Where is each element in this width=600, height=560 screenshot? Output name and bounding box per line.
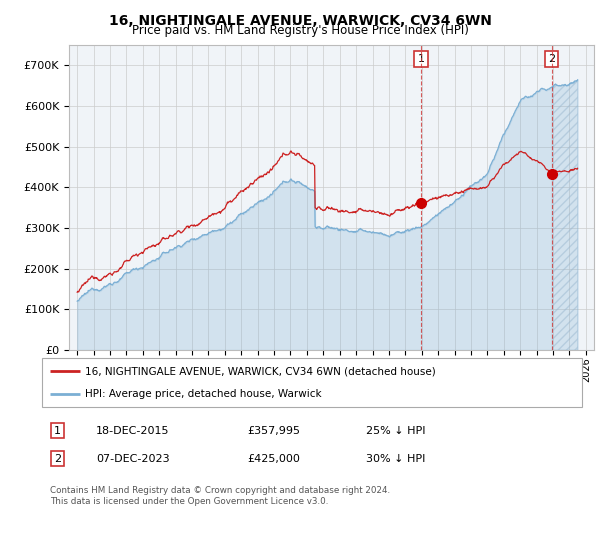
Text: 1: 1 xyxy=(418,54,425,64)
Text: 16, NIGHTINGALE AVENUE, WARWICK, CV34 6WN: 16, NIGHTINGALE AVENUE, WARWICK, CV34 6W… xyxy=(109,14,491,28)
FancyBboxPatch shape xyxy=(42,358,582,407)
Text: Price paid vs. HM Land Registry's House Price Index (HPI): Price paid vs. HM Land Registry's House … xyxy=(131,24,469,37)
Text: 1: 1 xyxy=(54,426,61,436)
Text: £357,995: £357,995 xyxy=(247,426,300,436)
Text: Contains HM Land Registry data © Crown copyright and database right 2024.
This d: Contains HM Land Registry data © Crown c… xyxy=(50,486,390,506)
Text: 18-DEC-2015: 18-DEC-2015 xyxy=(96,426,170,436)
Text: 25% ↓ HPI: 25% ↓ HPI xyxy=(366,426,425,436)
Text: 2: 2 xyxy=(548,54,555,64)
Text: 16, NIGHTINGALE AVENUE, WARWICK, CV34 6WN (detached house): 16, NIGHTINGALE AVENUE, WARWICK, CV34 6W… xyxy=(85,366,436,376)
Text: 30% ↓ HPI: 30% ↓ HPI xyxy=(366,454,425,464)
Text: £425,000: £425,000 xyxy=(247,454,300,464)
Text: 2: 2 xyxy=(54,454,61,464)
Text: HPI: Average price, detached house, Warwick: HPI: Average price, detached house, Warw… xyxy=(85,389,322,399)
Text: 07-DEC-2023: 07-DEC-2023 xyxy=(96,454,170,464)
